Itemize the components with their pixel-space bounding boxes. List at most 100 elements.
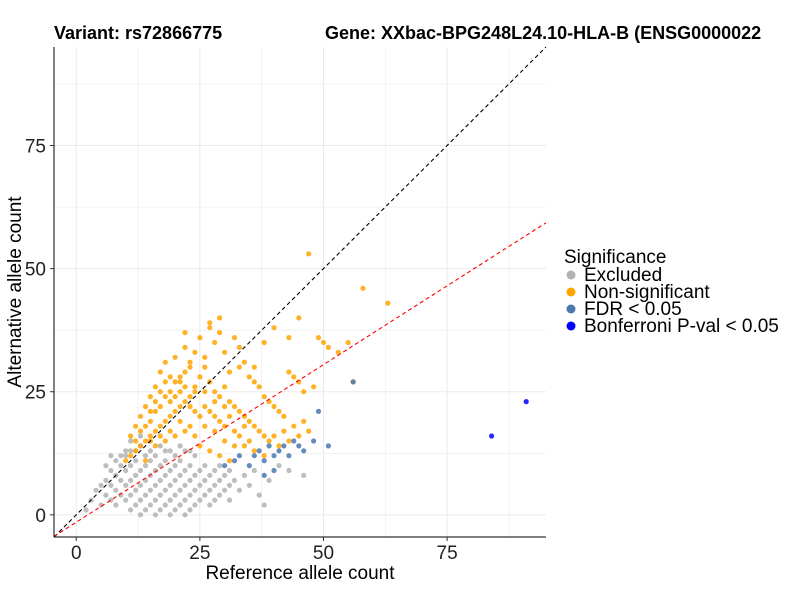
point-excluded bbox=[177, 458, 183, 464]
point-excluded bbox=[167, 448, 173, 454]
point-non-significant bbox=[236, 344, 242, 350]
point-fdr-0-05 bbox=[350, 379, 356, 385]
point-non-significant bbox=[212, 389, 218, 395]
point-fdr-0-05 bbox=[266, 443, 272, 449]
point-excluded bbox=[192, 472, 198, 478]
point-non-significant bbox=[261, 339, 267, 346]
point-excluded bbox=[192, 487, 198, 493]
point-excluded bbox=[152, 467, 158, 474]
point-non-significant bbox=[192, 408, 198, 414]
point-excluded bbox=[167, 497, 173, 503]
point-excluded bbox=[128, 507, 134, 513]
point-fdr-0-05 bbox=[246, 463, 252, 469]
point-non-significant bbox=[192, 433, 198, 439]
point-non-significant bbox=[187, 359, 193, 365]
point-non-significant bbox=[167, 399, 173, 405]
point-excluded bbox=[212, 467, 218, 474]
point-non-significant bbox=[241, 359, 247, 365]
point-non-significant bbox=[286, 438, 292, 444]
point-fdr-0-05 bbox=[325, 443, 331, 449]
point-excluded bbox=[246, 482, 252, 488]
point-non-significant bbox=[162, 379, 168, 385]
y-tick-label: 25 bbox=[25, 383, 46, 404]
point-non-significant bbox=[202, 364, 208, 370]
point-non-significant bbox=[226, 413, 233, 419]
x-tick-label: 50 bbox=[313, 543, 334, 564]
point-non-significant bbox=[226, 369, 233, 375]
point-excluded bbox=[118, 492, 124, 498]
point-non-significant bbox=[177, 403, 183, 410]
point-non-significant bbox=[222, 403, 228, 410]
point-non-significant bbox=[192, 384, 198, 390]
point-excluded bbox=[207, 472, 213, 478]
point-bonferroni-p-val-0-05 bbox=[489, 433, 495, 439]
point-non-significant bbox=[177, 374, 183, 380]
point-excluded bbox=[157, 443, 163, 449]
point-non-significant bbox=[157, 433, 163, 439]
point-excluded bbox=[137, 512, 144, 518]
point-non-significant bbox=[182, 399, 188, 405]
point-non-significant bbox=[167, 413, 173, 419]
point-non-significant bbox=[197, 335, 203, 341]
point-excluded bbox=[113, 502, 119, 508]
point-excluded bbox=[182, 497, 188, 503]
point-non-significant bbox=[152, 399, 158, 405]
point-excluded bbox=[137, 482, 144, 488]
point-excluded bbox=[197, 482, 203, 488]
point-non-significant bbox=[182, 428, 188, 434]
point-non-significant bbox=[246, 418, 252, 424]
point-non-significant bbox=[217, 330, 223, 336]
point-excluded bbox=[147, 487, 153, 493]
point-non-significant bbox=[147, 418, 153, 424]
legend-key-fdr bbox=[566, 304, 576, 314]
point-non-significant bbox=[311, 384, 317, 390]
legend-label-bonferroni: Bonferroni P-val < 0.05 bbox=[584, 316, 779, 337]
point-non-significant bbox=[207, 448, 213, 454]
point-fdr-0-05 bbox=[296, 443, 302, 449]
point-non-significant bbox=[251, 448, 257, 454]
point-excluded bbox=[172, 507, 178, 513]
point-non-significant bbox=[162, 418, 168, 424]
point-excluded bbox=[128, 463, 134, 469]
point-excluded bbox=[212, 482, 218, 488]
legend-label-non-significant: Non-significant bbox=[584, 282, 710, 303]
point-non-significant bbox=[152, 384, 158, 390]
point-excluded bbox=[123, 467, 129, 474]
point-excluded bbox=[222, 472, 228, 478]
point-excluded bbox=[202, 477, 208, 483]
x-tick-label: 0 bbox=[71, 543, 82, 564]
point-excluded bbox=[182, 467, 188, 474]
point-excluded bbox=[202, 463, 208, 469]
point-excluded bbox=[276, 463, 282, 469]
point-fdr-0-05 bbox=[251, 453, 257, 459]
point-non-significant bbox=[315, 335, 322, 341]
point-non-significant bbox=[241, 443, 247, 449]
point-excluded bbox=[103, 477, 109, 483]
point-non-significant bbox=[335, 349, 341, 355]
point-non-significant bbox=[182, 330, 188, 336]
fit-reference-line bbox=[53, 222, 547, 537]
point-non-significant bbox=[172, 408, 178, 414]
point-excluded bbox=[137, 467, 144, 474]
point-non-significant bbox=[286, 335, 292, 341]
point-fdr-0-05 bbox=[286, 453, 292, 459]
point-non-significant bbox=[187, 423, 193, 429]
point-non-significant bbox=[152, 408, 158, 414]
point-fdr-0-05 bbox=[236, 453, 242, 459]
point-non-significant bbox=[162, 359, 168, 365]
point-fdr-0-05 bbox=[301, 448, 307, 454]
point-excluded bbox=[133, 487, 139, 493]
point-excluded bbox=[172, 463, 178, 469]
point-excluded bbox=[167, 512, 173, 518]
point-excluded bbox=[187, 463, 193, 469]
point-excluded bbox=[217, 463, 223, 469]
y-tick-label: 0 bbox=[35, 506, 46, 527]
point-excluded bbox=[222, 487, 228, 493]
point-non-significant bbox=[236, 364, 242, 370]
point-non-significant bbox=[212, 428, 218, 434]
point-excluded bbox=[197, 497, 203, 503]
point-non-significant bbox=[147, 408, 153, 414]
point-non-significant bbox=[137, 413, 144, 419]
point-excluded bbox=[217, 492, 223, 498]
